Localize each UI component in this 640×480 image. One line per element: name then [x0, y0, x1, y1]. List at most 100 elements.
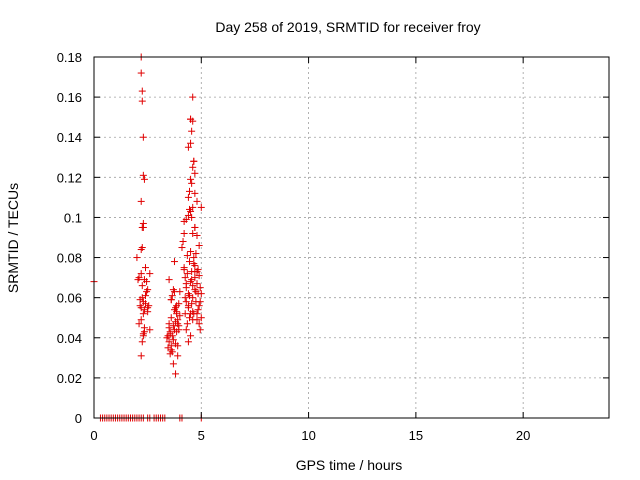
- data-point: [137, 352, 145, 360]
- data-point: [138, 87, 146, 95]
- x-tick-label: 5: [198, 428, 205, 443]
- data-point: [174, 316, 182, 324]
- grid-lines: [94, 57, 609, 418]
- data-point: [182, 280, 190, 288]
- data-point: [137, 197, 145, 205]
- data-point: [173, 302, 181, 310]
- y-tick-label: 0.02: [57, 371, 82, 386]
- data-point: [195, 272, 203, 280]
- data-point: [135, 274, 143, 282]
- data-point: [196, 326, 204, 334]
- data-point: [193, 280, 201, 288]
- data-point: [138, 282, 146, 290]
- data-point: [165, 338, 173, 346]
- data-point: [139, 332, 147, 340]
- x-tick-label: 0: [90, 428, 97, 443]
- data-point: [191, 223, 199, 231]
- data-point: [166, 328, 174, 336]
- data-point: [193, 231, 201, 239]
- data-point: [138, 97, 146, 105]
- data-point: [189, 93, 197, 101]
- data-point: [189, 229, 197, 237]
- data-point: [185, 292, 193, 300]
- data-point: [190, 260, 198, 268]
- data-point: [168, 292, 176, 300]
- data-point: [169, 336, 177, 344]
- data-point: [133, 254, 141, 262]
- data-point: [135, 320, 143, 328]
- data-point: [195, 242, 203, 250]
- y-tick-label: 0.04: [57, 331, 82, 346]
- data-point: [195, 320, 203, 328]
- data-point: [167, 346, 175, 354]
- data-point: [137, 246, 145, 254]
- data-point: [193, 310, 201, 318]
- data-point: [181, 274, 189, 282]
- data-point: [191, 169, 199, 177]
- data-point: [189, 163, 197, 171]
- data-point: [139, 171, 147, 179]
- data-point: [144, 308, 152, 316]
- y-tick-label: 0.12: [57, 170, 82, 185]
- data-point: [187, 175, 195, 183]
- data-point: [196, 298, 204, 306]
- data-point: [167, 314, 175, 322]
- data-point: [139, 310, 147, 318]
- data-point: [140, 328, 148, 336]
- data-point: [188, 179, 196, 187]
- data-point: [190, 254, 198, 262]
- data-point: [191, 286, 199, 294]
- data-point: [142, 292, 149, 300]
- data-point: [140, 276, 148, 284]
- data-point: [170, 258, 178, 266]
- data-point: [137, 316, 145, 324]
- data-point: [187, 115, 195, 123]
- data-point: [146, 326, 154, 334]
- data-point: [136, 296, 144, 304]
- data-point: [187, 310, 195, 318]
- data-point: [164, 332, 172, 340]
- data-point: [187, 139, 195, 147]
- data-point: [185, 258, 193, 266]
- data-point: [193, 197, 201, 205]
- data-points: [90, 53, 205, 422]
- data-point: [172, 370, 180, 378]
- y-axis-ticks: 0 0.02 0.04 0.06 0.08 0.1 0.12 0.14 0.16 0.18: [57, 50, 609, 426]
- data-point: [184, 143, 192, 151]
- data-point: [183, 270, 191, 278]
- data-point: [180, 266, 188, 274]
- data-point: [197, 314, 205, 322]
- data-point: [182, 298, 190, 306]
- y-tick-label: 0: [75, 411, 82, 426]
- data-point: [195, 302, 203, 310]
- y-tick-label: 0.16: [57, 90, 82, 105]
- data-point: [197, 290, 205, 298]
- data-point: [165, 320, 173, 328]
- data-point: [188, 127, 196, 135]
- x-tick-label: 10: [301, 428, 315, 443]
- data-point: [167, 296, 175, 304]
- data-point: [137, 69, 145, 77]
- data-point: [165, 276, 173, 284]
- data-point: [181, 294, 189, 302]
- data-point: [188, 213, 196, 221]
- data-point: [170, 288, 178, 296]
- data-point: [175, 322, 183, 330]
- data-point: [178, 244, 186, 252]
- data-point: [196, 284, 204, 292]
- data-point: [174, 352, 182, 360]
- chart-title: Day 258 of 2019, SRMTID for receiver fro…: [215, 19, 480, 35]
- data-point: [185, 205, 193, 213]
- y-tick-label: 0.06: [57, 291, 82, 306]
- data-point: [138, 338, 146, 346]
- y-tick-label: 0.14: [57, 130, 82, 145]
- data-point: [169, 360, 177, 368]
- data-point: [197, 203, 205, 211]
- data-point: [176, 312, 184, 320]
- data-point: [184, 302, 192, 310]
- data-point: [188, 276, 196, 284]
- data-point: [184, 193, 192, 201]
- y-tick-label: 0.18: [57, 50, 82, 65]
- data-point: [189, 282, 197, 290]
- y-axis-label: SRMTID / TECUs: [5, 183, 21, 293]
